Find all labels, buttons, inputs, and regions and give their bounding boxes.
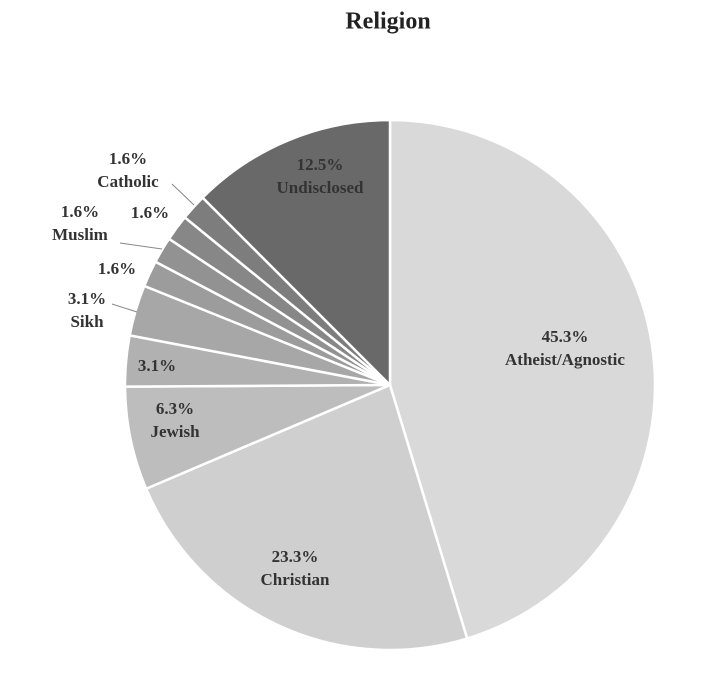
pie — [123, 118, 657, 652]
value-label: 23.3% — [272, 547, 319, 566]
labels: 45.3% Atheist/Agnostic 23.3% Christian 6.3% J… — [52, 149, 625, 589]
leader-line — [171, 183, 195, 206]
pie-slice — [200, 118, 392, 389]
chart-title: Religion — [345, 9, 430, 35]
value-label: 6.3% — [156, 399, 194, 418]
value-label: 3.1% — [138, 356, 176, 375]
value-label: 12.5% — [297, 155, 344, 174]
value-label: 3.1% — [68, 289, 106, 308]
pie-slice — [388, 118, 657, 641]
value-label: 1.6% — [131, 203, 169, 222]
pie-slice — [144, 383, 469, 652]
value-label: 1.6% — [109, 149, 147, 168]
value-label: 1.6% — [61, 202, 99, 221]
leader-line — [119, 242, 163, 250]
leader-line — [111, 303, 138, 313]
slice-label: Undisclosed — [277, 178, 364, 197]
slice-label: Sikh — [70, 312, 104, 331]
slice-label: Muslim — [52, 225, 108, 244]
slice-label: Jewish — [150, 422, 200, 441]
slice-label: Atheist/Agnostic — [505, 350, 625, 369]
value-label: 1.6% — [98, 259, 136, 278]
slice-label: Catholic — [97, 172, 159, 191]
value-label: 45.3% — [542, 327, 589, 346]
slice-label: Christian — [261, 570, 331, 589]
